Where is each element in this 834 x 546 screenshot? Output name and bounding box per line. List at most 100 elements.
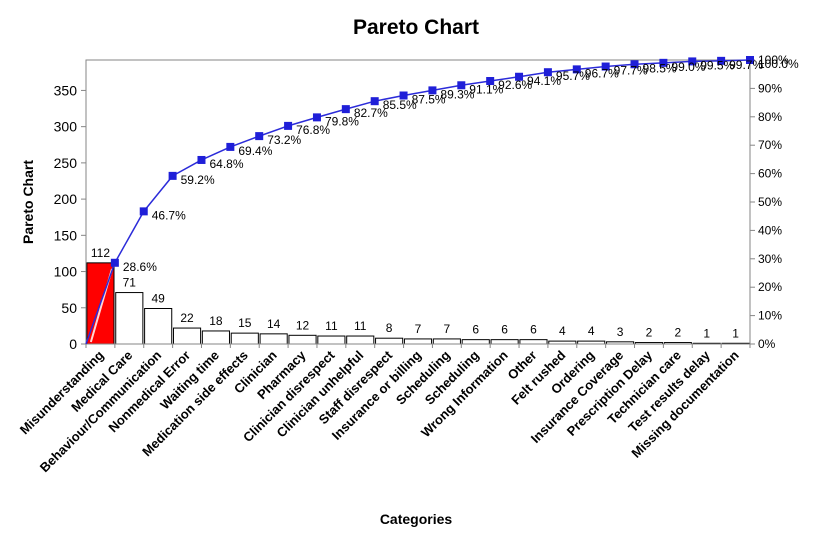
cumulative-value-label: 98.5% xyxy=(643,61,677,75)
cumulative-value-label: 82.7% xyxy=(354,106,388,120)
cumulative-line-segment xyxy=(316,108,347,119)
bar-value-label: 6 xyxy=(530,323,537,337)
bars xyxy=(86,262,750,345)
cumulative-marker xyxy=(399,91,408,100)
bar-value-label: 4 xyxy=(588,324,595,338)
cumulative-line-segment xyxy=(490,76,520,82)
cumulative-line-segment xyxy=(461,80,491,87)
bar xyxy=(172,327,202,345)
bar-value-label: 2 xyxy=(674,326,681,340)
right-y-axis: 0% 10% 20% 30% 40% 50% 60% 70% 80% 90% 100% xyxy=(749,53,789,351)
bar-value-label: 1 xyxy=(732,326,739,340)
bar-value-label: 4 xyxy=(559,324,566,338)
bar-value-label: 7 xyxy=(444,322,451,336)
bar-value-label: 8 xyxy=(386,321,393,335)
bar xyxy=(461,339,490,345)
bar xyxy=(317,335,346,345)
cumulative-value-label: 96.7% xyxy=(585,66,619,80)
cumulative-marker xyxy=(255,132,264,141)
bar-value-label: 112 xyxy=(91,246,110,260)
bar-value-label: 1 xyxy=(703,326,710,340)
cumulative-marker xyxy=(284,121,293,130)
cumulative-marker xyxy=(486,77,495,86)
bar-value-label: 71 xyxy=(123,276,137,290)
cumulative-line-segment xyxy=(287,116,318,127)
bar-value-label: 3 xyxy=(617,325,624,339)
cumulative-value-label: 87.5% xyxy=(412,93,446,107)
bar-value-label: 2 xyxy=(646,326,653,340)
y-axis-title: Pareto Chart xyxy=(20,160,36,244)
x-axis-title: Categories xyxy=(380,511,453,527)
y-tick-label: 100 xyxy=(54,264,78,280)
bar xyxy=(346,335,375,345)
cumulative-line-segment xyxy=(634,62,664,66)
bar-value-label: 18 xyxy=(209,314,223,328)
bar-value-label: 14 xyxy=(267,317,281,331)
cumulative-marker xyxy=(543,68,552,77)
cumulative-marker xyxy=(312,113,321,122)
bar xyxy=(375,337,404,345)
cumulative-line xyxy=(85,56,754,345)
cumulative-value-label: 95.7% xyxy=(556,69,590,83)
bar xyxy=(403,338,433,345)
cumulative-marker xyxy=(630,60,639,69)
cumulative-line-segment xyxy=(374,94,404,102)
cumulative-marker xyxy=(572,65,581,74)
y-tick-label: 0 xyxy=(69,336,77,352)
y-tick-label: 250 xyxy=(54,155,78,171)
bar xyxy=(115,292,144,345)
y2-tick-label: 0% xyxy=(758,337,776,351)
y2-tick-label: 50% xyxy=(758,195,782,209)
bar-value-label: 12 xyxy=(296,318,310,332)
chart-title: Pareto Chart xyxy=(353,16,479,39)
cumulative-value-label: 46.7% xyxy=(152,208,186,222)
cumulative-marker xyxy=(197,155,206,164)
cumulative-value-label: 97.7% xyxy=(614,64,648,78)
cumulative-line-segment xyxy=(345,100,375,110)
cumulative-value-label: 85.5% xyxy=(383,98,417,112)
cumulative-labels: 28.6% 46.7% 59.2% 64.8%69.4%73.2%76.8%79.8%… xyxy=(123,57,799,274)
bar xyxy=(201,330,230,345)
cumulative-value-label: 99.0% xyxy=(671,60,705,74)
bar xyxy=(288,334,317,345)
y2-tick-label: 80% xyxy=(758,110,782,124)
cumulative-line-segment xyxy=(258,125,289,137)
y2-tick-label: 20% xyxy=(758,280,782,294)
cumulative-line-segment xyxy=(605,63,635,68)
cumulative-value-label: 99.7% xyxy=(729,58,763,72)
bar-value-label: 6 xyxy=(472,323,479,337)
bar-value-label: 11 xyxy=(325,319,338,333)
cumulative-value-label: 59.2% xyxy=(181,173,215,187)
cumulative-marker xyxy=(717,56,726,65)
cumulative-value-label: 99.5% xyxy=(700,58,734,72)
cumulative-line-segment xyxy=(576,65,606,71)
bar xyxy=(432,338,461,345)
cumulative-line-segment xyxy=(85,262,116,345)
cumulative-value-label: 92.6% xyxy=(498,78,532,92)
cumulative-marker xyxy=(659,58,668,67)
cumulative-value-label: 64.8% xyxy=(209,157,243,171)
bar-value-label: 49 xyxy=(151,292,165,306)
cumulative-marker xyxy=(110,258,119,267)
cumulative-line-segment xyxy=(143,175,174,212)
y-tick-label: 50 xyxy=(61,300,77,316)
bar xyxy=(490,339,519,345)
cumulative-marker xyxy=(515,72,524,81)
cumulative-value-label: 100.0% xyxy=(758,57,799,71)
cumulative-value-label: 79.8% xyxy=(325,114,359,128)
y2-tick-label: 90% xyxy=(758,81,782,95)
bar xyxy=(519,339,548,345)
cumulative-marker xyxy=(746,56,754,64)
cumulative-line-segment xyxy=(547,68,577,73)
cumulative-marker xyxy=(226,142,235,151)
cumulative-marker xyxy=(457,81,466,90)
cumulative-line-segment xyxy=(663,60,693,64)
cumulative-value-label: 28.6% xyxy=(123,260,157,274)
cumulative-line-segment xyxy=(692,60,722,63)
cumulative-marker xyxy=(341,105,350,114)
cumulative-marker xyxy=(688,57,697,66)
cumulative-value-label: 91.1% xyxy=(469,82,503,96)
cumulative-value-label: 94.1% xyxy=(527,74,561,88)
